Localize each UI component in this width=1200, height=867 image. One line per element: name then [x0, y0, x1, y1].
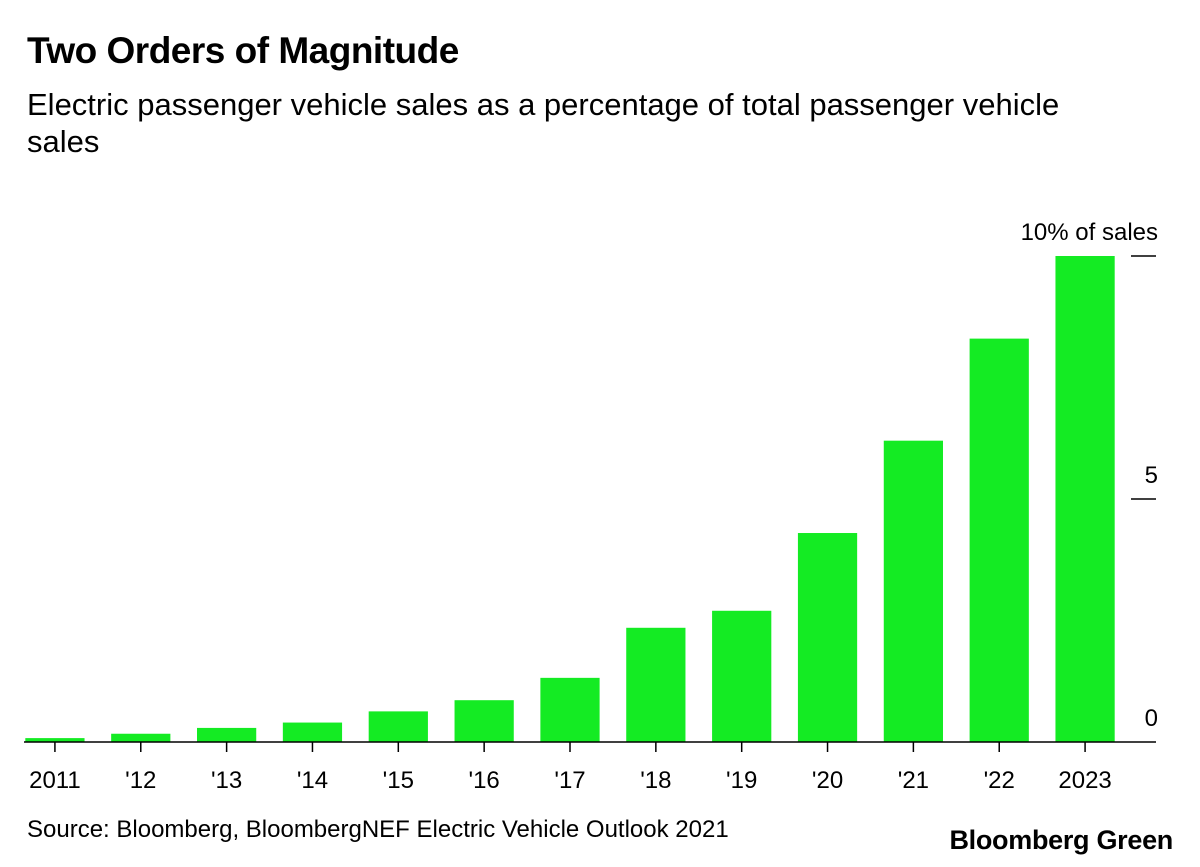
bar-2023: [1055, 256, 1115, 742]
y-ticks-group: 0 5 10% of sales: [1021, 219, 1158, 732]
x-tick-label: '20: [812, 767, 843, 794]
bar-19: [712, 610, 772, 742]
source-note: Source: Bloomberg, BloombergNEF Electric…: [27, 816, 729, 843]
chart-subtitle: Electric passenger vehicle sales as a pe…: [27, 87, 1060, 159]
bar-14: [282, 722, 343, 742]
x-tick-label: '13: [211, 767, 242, 794]
x-tick-label: '12: [125, 767, 156, 794]
brand-logo: Bloomberg Green: [949, 825, 1173, 855]
bar-15: [368, 711, 428, 742]
bar-16: [454, 700, 514, 742]
x-tick-label: '21: [898, 767, 929, 794]
x-tick-label: '22: [984, 767, 1015, 794]
bar-18: [626, 627, 686, 742]
x-tick-label: '16: [469, 767, 500, 794]
y-tick-label: 0: [1145, 705, 1158, 732]
chart-title: Two Orders of Magnitude: [27, 30, 459, 71]
bar-2011: [25, 738, 85, 742]
bars-group: [25, 256, 1115, 742]
y-tick-label: 10% of sales: [1021, 219, 1158, 246]
x-tick-label: '18: [640, 767, 671, 794]
y-tick-label: 5: [1145, 462, 1158, 489]
bar-17: [540, 677, 600, 742]
x-tick-label: '19: [726, 767, 757, 794]
x-tick-label: '15: [383, 767, 414, 794]
bar-12: [111, 733, 171, 742]
x-tick-label: 2023: [1058, 767, 1111, 794]
bar-22: [969, 338, 1029, 742]
x-tick-label: '14: [297, 767, 328, 794]
bar-20: [797, 533, 858, 742]
bar-21: [883, 440, 943, 742]
x-tick-label: '17: [554, 767, 585, 794]
x-ticks-group: 2011 '12 '13 '14 '15 '16 '17 '18 '19 '20 '21 '22 202…: [29, 742, 1112, 794]
bar-13: [197, 727, 257, 742]
x-tick-label: 2011: [29, 767, 81, 794]
